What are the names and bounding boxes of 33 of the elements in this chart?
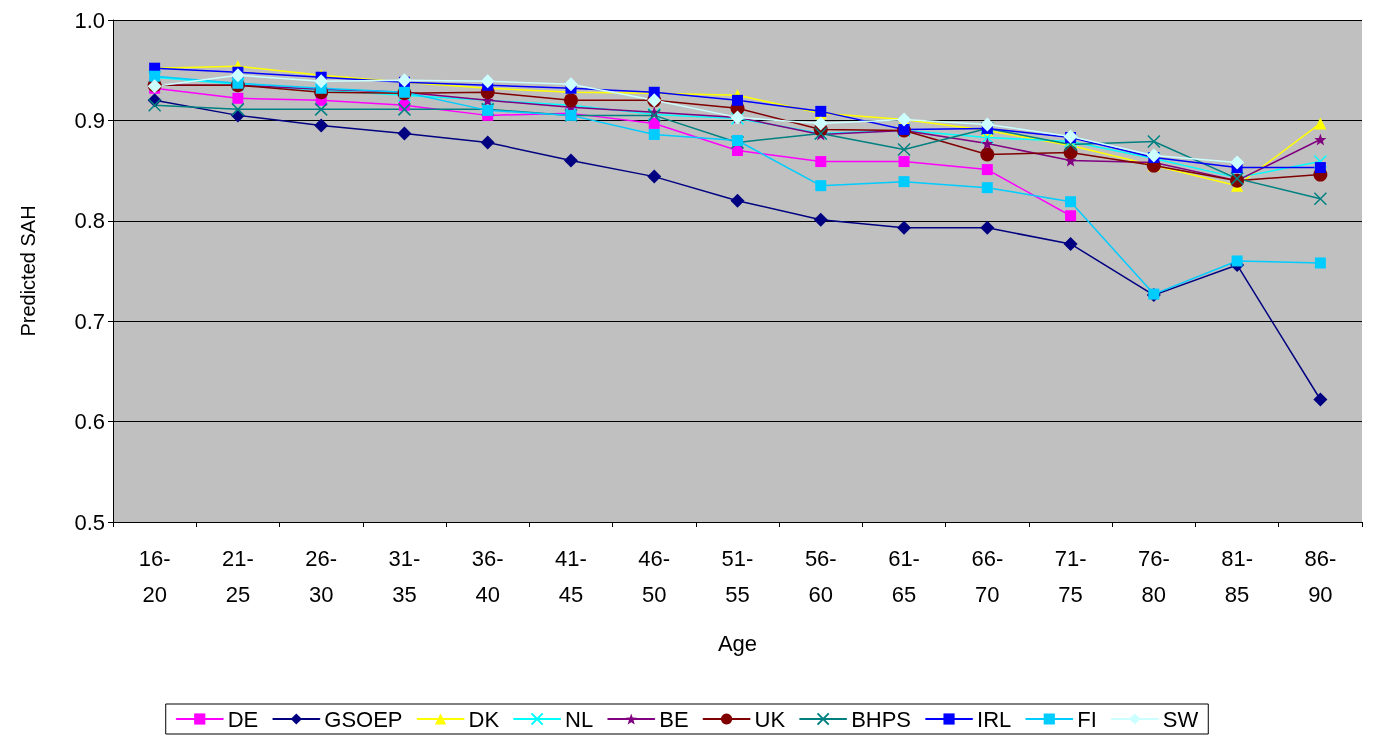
- x-tick-label: 26-30: [305, 545, 338, 607]
- x-tick-label: 16-20: [138, 545, 171, 607]
- x-tick-label: 81-85: [1221, 545, 1253, 607]
- legend-label: UK: [754, 706, 786, 732]
- x-tick-label: 21-25: [222, 545, 254, 607]
- legend-label: BHPS: [851, 706, 912, 732]
- legend-label: SW: [1162, 706, 1199, 732]
- x-tick-label: 86-90: [1304, 545, 1337, 607]
- y-tick-label: 0.7: [74, 308, 105, 334]
- y-tick-label: 0.8: [74, 208, 105, 234]
- x-tick-label: 51-55: [721, 545, 754, 607]
- x-tick-label: 66-70: [971, 545, 1004, 607]
- y-tick-label: 0.6: [74, 409, 105, 435]
- legend-label: IRL: [977, 706, 1012, 732]
- x-tick-label: 31-35: [388, 545, 421, 607]
- legend-label: FI: [1077, 706, 1097, 732]
- y-tick-label: 0.5: [74, 509, 105, 535]
- y-tick-label: 1.0: [74, 7, 105, 33]
- y-tick-label: 0.9: [74, 107, 105, 133]
- x-tick-label: 46-50: [638, 545, 671, 607]
- x-tick-label: 36-40: [471, 545, 504, 607]
- x-tick-label: 41-45: [555, 545, 587, 607]
- legend-label: GSOEP: [324, 706, 403, 732]
- legend-label: DK: [468, 706, 500, 732]
- x-tick-label: 56-60: [804, 545, 837, 607]
- x-axis-title: Age: [717, 630, 758, 656]
- x-tick-label: 76-80: [1137, 545, 1170, 607]
- x-tick-label: 71-75: [1054, 545, 1087, 607]
- x-tick-label: 61-65: [888, 545, 920, 607]
- legend-label: BE: [659, 706, 689, 732]
- legend-label: NL: [565, 706, 594, 732]
- legend-label: DE: [227, 706, 259, 732]
- y-axis-title: Predicted SAH: [17, 205, 39, 337]
